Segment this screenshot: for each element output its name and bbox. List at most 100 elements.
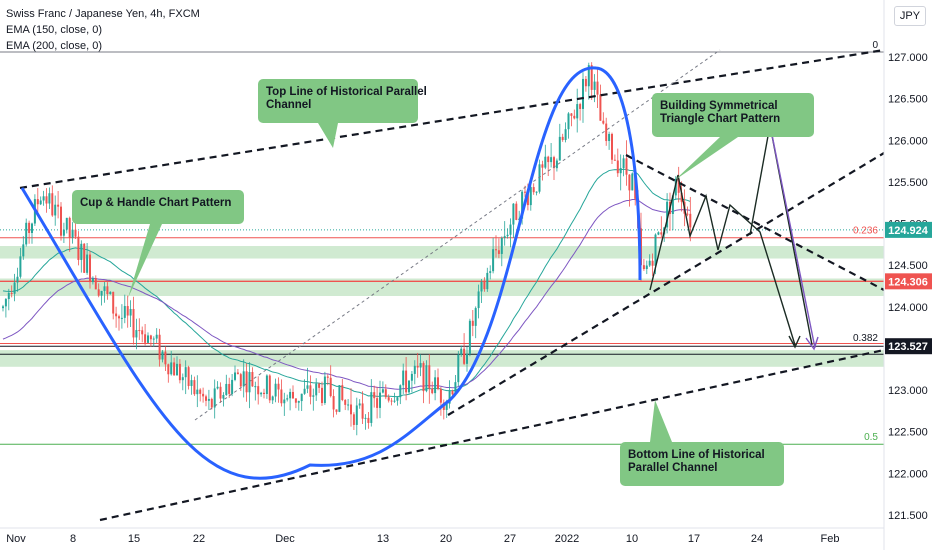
y-tick-3: 123.000	[888, 385, 928, 397]
candle-body-5	[16, 276, 19, 283]
x-tick-1: 8	[70, 533, 76, 545]
candle-body-64	[187, 367, 190, 386]
candle-body-53	[155, 334, 158, 339]
x-tick-11: 24	[751, 533, 763, 545]
cup-handle-callout-text-0: Cup & Handle Chart Pattern	[80, 197, 231, 209]
candle-body-62	[181, 377, 184, 381]
candle-body-72	[210, 398, 213, 408]
candle-body-231	[671, 195, 674, 214]
candle-body-146	[425, 365, 428, 392]
candle-body-182	[529, 187, 532, 206]
ema200-label: EMA (200, close, 0)	[6, 40, 102, 52]
candle-body-237	[689, 213, 692, 228]
candle-body-52	[152, 338, 155, 340]
candle-body-60	[176, 363, 178, 376]
candle-body-31	[91, 278, 94, 283]
candle-body-78	[228, 383, 231, 394]
candle-body-75	[219, 386, 222, 399]
forecast-arrowhead-purple	[805, 336, 819, 351]
candle-body-14	[42, 196, 45, 201]
x-tick-0: Nov	[6, 533, 26, 545]
candle-body-106	[309, 385, 312, 397]
candle-body-169	[492, 249, 495, 272]
candle-body-175	[509, 224, 512, 235]
rising-support-line	[447, 152, 885, 416]
candle-body-3	[10, 292, 13, 294]
candle-body-1	[4, 299, 7, 307]
candle-body-22	[65, 217, 68, 230]
candle-body-136	[396, 397, 399, 401]
candle-body-69	[202, 393, 205, 397]
candle-body-201	[584, 78, 587, 87]
candle-body-147	[428, 365, 431, 389]
y-tick-5: 124.000	[888, 302, 928, 314]
candle-body-160	[466, 353, 468, 364]
candle-body-0	[2, 306, 4, 309]
candle-body-90	[263, 392, 265, 395]
candle-body-167	[486, 272, 489, 290]
candle-body-111	[323, 376, 326, 404]
candle-body-232	[674, 178, 677, 196]
candle-body-205	[596, 81, 599, 95]
bottom-line-callout-box	[620, 442, 784, 486]
candle-body-47	[138, 330, 141, 332]
candle-body-101	[294, 398, 297, 403]
candle-body-8	[25, 222, 28, 245]
candle-body-97	[283, 399, 286, 404]
candle-body-176	[512, 203, 515, 225]
candle-body-30	[89, 254, 91, 283]
candle-body-173	[503, 236, 506, 238]
candle-body-84	[245, 371, 248, 393]
candle-body-202	[587, 65, 590, 87]
candle-body-65	[190, 380, 193, 386]
candle-body-177	[515, 203, 518, 220]
candle-body-86	[251, 372, 254, 387]
candle-body-226	[657, 232, 660, 235]
top-line-callout-text-0: Top Line of Historical Parallel	[266, 86, 427, 98]
candle-body-132	[384, 389, 387, 398]
y-tick-8: 125.500	[888, 177, 928, 189]
candle-body-166	[483, 281, 486, 290]
candle-body-118	[344, 400, 347, 405]
candle-body-161	[468, 320, 471, 354]
candle-body-133	[387, 397, 390, 401]
candle-body-227	[660, 232, 663, 235]
candle-body-12	[36, 199, 39, 205]
candle-body-165	[480, 281, 483, 292]
price-label-bg-2	[885, 338, 932, 355]
currency-button[interactable]: JPY	[894, 6, 926, 26]
candle-body-46	[135, 330, 138, 338]
support-zone-1	[0, 278, 884, 296]
candle-body-23	[68, 217, 71, 238]
candle-body-58	[170, 362, 173, 375]
candle-body-187	[544, 156, 547, 168]
candle-body-50	[147, 335, 149, 343]
cup-handle-callout-tail	[128, 224, 162, 298]
candle-body-26	[77, 236, 80, 260]
candle-body-80	[234, 372, 236, 380]
candle-body-13	[39, 200, 42, 205]
x-tick-8: 2022	[555, 533, 579, 545]
candle-body-48	[141, 330, 144, 335]
x-tick-3: 22	[193, 533, 205, 545]
candle-body-55	[161, 351, 164, 360]
candle-body-59	[173, 362, 176, 376]
candle-body-94	[274, 383, 277, 397]
candle-body-183	[532, 187, 535, 193]
y-tick-10: 126.500	[888, 94, 928, 106]
candle-body-200	[582, 78, 584, 109]
candle-body-124	[361, 403, 364, 419]
candle-body-180	[524, 191, 526, 193]
candle-body-34	[100, 290, 103, 296]
y-tick-6: 124.500	[888, 260, 928, 272]
candle-body-224	[651, 260, 654, 266]
candle-body-131	[381, 389, 384, 393]
candle-body-61	[178, 363, 181, 381]
candle-body-140	[408, 380, 410, 393]
forecast-arrowhead-dark	[788, 335, 801, 349]
ema150-label: EMA (150, close, 0)	[6, 24, 102, 36]
candle-body-153	[445, 403, 448, 410]
candle-body-225	[654, 234, 657, 266]
